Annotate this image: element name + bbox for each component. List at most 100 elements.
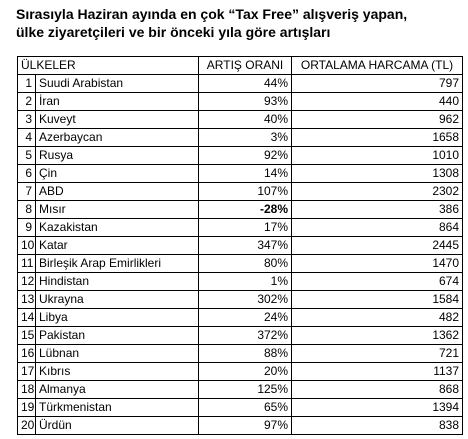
table-row: 11 Birleşik Arap Emirlikleri 80% 1470 bbox=[17, 254, 464, 273]
table-row: 19 Türkmenistan 65% 1394 bbox=[17, 398, 464, 417]
row-country: Çin bbox=[34, 164, 200, 183]
row-spend: 1658 bbox=[291, 128, 464, 147]
row-country: Kuveyt bbox=[34, 110, 200, 129]
row-number: 9 bbox=[17, 218, 36, 237]
row-spend: 962 bbox=[291, 110, 464, 129]
row-country: Almanya bbox=[34, 380, 200, 399]
row-spend: 440 bbox=[291, 92, 464, 111]
row-spend: 1137 bbox=[291, 362, 464, 381]
row-rate: 40% bbox=[198, 110, 293, 129]
table-row: 13 Ukrayna 302% 1584 bbox=[17, 290, 464, 309]
row-number: 14 bbox=[17, 308, 36, 327]
table-row: 12 Hindistan 1% 674 bbox=[17, 272, 464, 291]
row-country: Birleşik Arap Emirlikleri bbox=[34, 254, 200, 273]
table-body: 1 Suudi Arabistan 44% 797 2 İran 93% 440 3 Kuveyt… bbox=[17, 74, 464, 435]
row-rate: 44% bbox=[198, 74, 293, 93]
row-rate: 24% bbox=[198, 308, 293, 327]
row-rate: 14% bbox=[198, 164, 293, 183]
row-country: Suudi Arabistan bbox=[34, 74, 200, 93]
row-number: 7 bbox=[17, 182, 36, 201]
row-rate: -28% bbox=[198, 200, 293, 219]
table-row: 3 Kuveyt 40% 962 bbox=[17, 110, 464, 129]
row-spend: 1308 bbox=[291, 164, 464, 183]
row-rate: 20% bbox=[198, 362, 293, 381]
row-country: Libya bbox=[34, 308, 200, 327]
row-rate: 302% bbox=[198, 290, 293, 309]
row-spend: 864 bbox=[291, 218, 464, 237]
table-row: 9 Kazakistan 17% 864 bbox=[17, 218, 464, 237]
page-title: Sırasıyla Haziran ayında en çok “Tax Fre… bbox=[16, 5, 456, 41]
row-rate: 125% bbox=[198, 380, 293, 399]
row-country: Türkmenistan bbox=[34, 398, 200, 417]
row-country: Ürdün bbox=[34, 416, 200, 435]
row-number: 10 bbox=[17, 236, 36, 255]
row-number: 18 bbox=[17, 380, 36, 399]
table-row: 10 Katar 347% 2445 bbox=[17, 236, 464, 255]
row-spend: 1584 bbox=[291, 290, 464, 309]
row-number: 3 bbox=[17, 110, 36, 129]
row-rate: 65% bbox=[198, 398, 293, 417]
table-row: 2 İran 93% 440 bbox=[17, 92, 464, 111]
row-spend: 1010 bbox=[291, 146, 464, 165]
row-number: 19 bbox=[17, 398, 36, 417]
row-spend: 838 bbox=[291, 416, 464, 435]
row-number: 20 bbox=[17, 416, 36, 435]
row-spend: 797 bbox=[291, 74, 464, 93]
row-country: Hindistan bbox=[34, 272, 200, 291]
table-row: 8 Mısır -28% 386 bbox=[17, 200, 464, 219]
table-row: 6 Çin 14% 1308 bbox=[17, 164, 464, 183]
row-spend: 868 bbox=[291, 380, 464, 399]
row-number: 6 bbox=[17, 164, 36, 183]
tax-free-table: ÜLKELER ARTIŞ ORANI ORTALAMA HARCAMA (TL… bbox=[16, 56, 464, 435]
table-header-row: ÜLKELER ARTIŞ ORANI ORTALAMA HARCAMA (TL… bbox=[16, 56, 464, 75]
row-rate: 107% bbox=[198, 182, 293, 201]
row-spend: 1394 bbox=[291, 398, 464, 417]
table-row: 1 Suudi Arabistan 44% 797 bbox=[17, 74, 464, 93]
table-row: 5 Rusya 92% 1010 bbox=[17, 146, 464, 165]
row-spend: 2445 bbox=[291, 236, 464, 255]
title-line-1: Sırasıyla Haziran ayında en çok “Tax Fre… bbox=[16, 6, 408, 22]
row-country: Azerbaycan bbox=[34, 128, 200, 147]
row-spend: 1470 bbox=[291, 254, 464, 273]
table-row: 14 Libya 24% 482 bbox=[17, 308, 464, 327]
header-country: ÜLKELER bbox=[16, 56, 200, 75]
row-rate: 93% bbox=[198, 92, 293, 111]
row-number: 11 bbox=[17, 254, 36, 273]
row-spend: 2302 bbox=[291, 182, 464, 201]
table-row: 4 Azerbaycan 3% 1658 bbox=[17, 128, 464, 147]
row-country: Katar bbox=[34, 236, 200, 255]
row-country: Lübnan bbox=[34, 344, 200, 363]
row-spend: 482 bbox=[291, 308, 464, 327]
table-row: 18 Almanya 125% 868 bbox=[17, 380, 464, 399]
row-rate: 92% bbox=[198, 146, 293, 165]
row-rate: 80% bbox=[198, 254, 293, 273]
row-number: 1 bbox=[17, 74, 36, 93]
row-country: Ukrayna bbox=[34, 290, 200, 309]
row-number: 4 bbox=[17, 128, 36, 147]
row-spend: 674 bbox=[291, 272, 464, 291]
row-rate: 1% bbox=[198, 272, 293, 291]
row-rate: 347% bbox=[198, 236, 293, 255]
row-country: Mısır bbox=[34, 200, 200, 219]
row-rate: 17% bbox=[198, 218, 293, 237]
row-number: 15 bbox=[17, 326, 36, 345]
row-spend: 721 bbox=[291, 344, 464, 363]
row-number: 13 bbox=[17, 290, 36, 309]
row-number: 8 bbox=[17, 200, 36, 219]
row-rate: 97% bbox=[198, 416, 293, 435]
row-number: 5 bbox=[17, 146, 36, 165]
row-number: 2 bbox=[17, 92, 36, 111]
table-row: 20 Ürdün 97% 838 bbox=[17, 416, 464, 435]
row-country: Pakistan bbox=[34, 326, 200, 345]
row-country: Rusya bbox=[34, 146, 200, 165]
row-country: İran bbox=[34, 92, 200, 111]
row-number: 12 bbox=[17, 272, 36, 291]
table-row: 7 ABD 107% 2302 bbox=[17, 182, 464, 201]
row-country: Kıbrıs bbox=[34, 362, 200, 381]
row-country: Kazakistan bbox=[34, 218, 200, 237]
row-spend: 386 bbox=[291, 200, 464, 219]
row-rate: 372% bbox=[198, 326, 293, 345]
row-rate: 3% bbox=[198, 128, 293, 147]
row-number: 17 bbox=[17, 362, 36, 381]
table-row: 17 Kıbrıs 20% 1137 bbox=[17, 362, 464, 381]
